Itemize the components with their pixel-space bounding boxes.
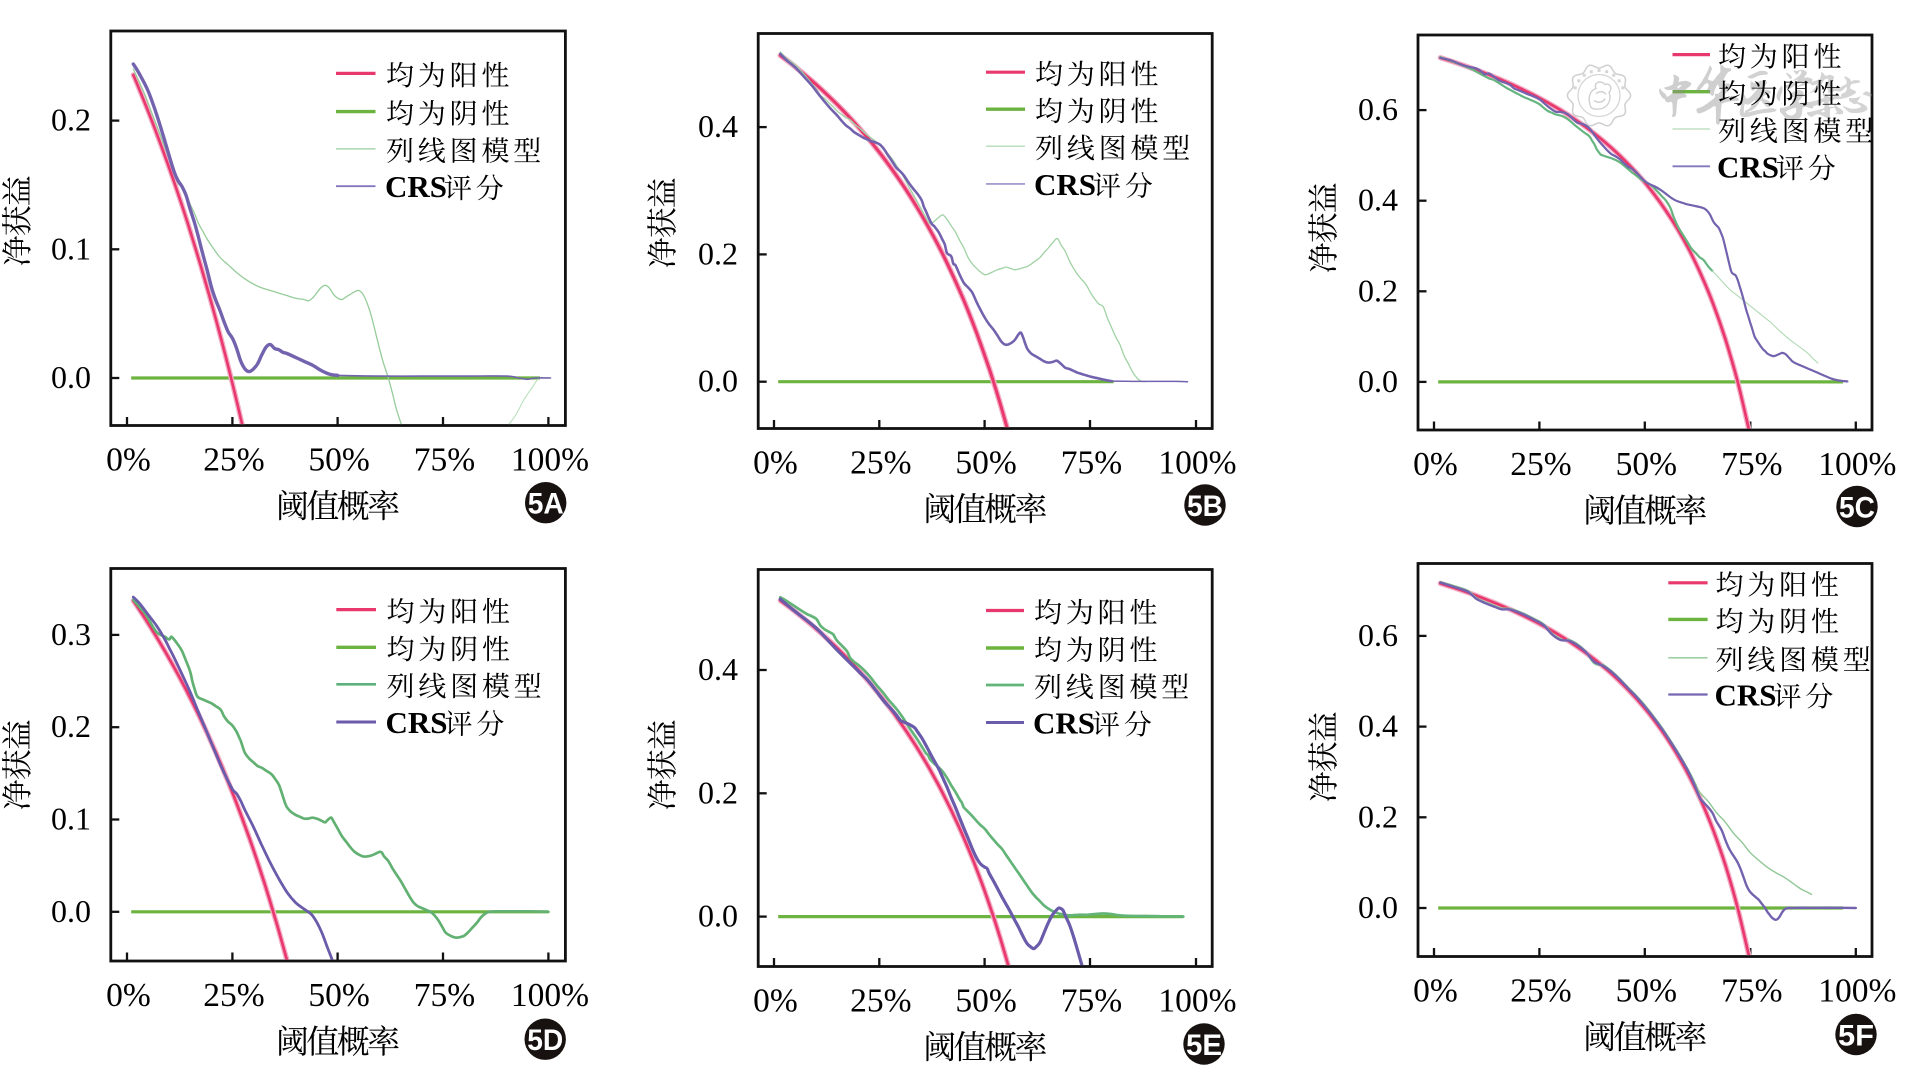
svg-text:75%: 75% bbox=[1061, 445, 1122, 482]
svg-text:5B: 5B bbox=[1187, 490, 1223, 523]
svg-text:0.3: 0.3 bbox=[51, 616, 91, 652]
svg-text:0.1: 0.1 bbox=[51, 230, 91, 266]
svg-text:0%: 0% bbox=[753, 445, 798, 482]
svg-text:100%: 100% bbox=[511, 977, 589, 1014]
svg-text:5C: 5C bbox=[1839, 492, 1875, 525]
svg-text:75%: 75% bbox=[1721, 973, 1782, 1010]
svg-text:0.1: 0.1 bbox=[51, 801, 91, 837]
svg-text:25%: 25% bbox=[1510, 973, 1571, 1010]
svg-text:0.4: 0.4 bbox=[1358, 708, 1398, 744]
svg-text:100%: 100% bbox=[1158, 445, 1236, 482]
svg-text:50%: 50% bbox=[1616, 973, 1677, 1010]
svg-text:100%: 100% bbox=[1818, 973, 1896, 1010]
svg-text:0.2: 0.2 bbox=[51, 102, 91, 138]
svg-text:0.0: 0.0 bbox=[51, 893, 91, 929]
svg-text:50%: 50% bbox=[308, 977, 369, 1014]
svg-text:CRS: CRS bbox=[386, 705, 448, 740]
svg-text:50%: 50% bbox=[1616, 446, 1677, 483]
svg-text:5A: 5A bbox=[528, 488, 564, 521]
svg-text:5E: 5E bbox=[1186, 1029, 1222, 1062]
svg-text:0.2: 0.2 bbox=[1358, 272, 1398, 308]
svg-text:25%: 25% bbox=[850, 445, 911, 482]
svg-text:0.0: 0.0 bbox=[1358, 363, 1398, 399]
svg-text:100%: 100% bbox=[511, 442, 589, 479]
svg-text:50%: 50% bbox=[955, 445, 1016, 482]
svg-text:5D: 5D bbox=[527, 1024, 563, 1057]
svg-text:CRS: CRS bbox=[1715, 678, 1777, 713]
svg-text:0%: 0% bbox=[1413, 446, 1458, 483]
svg-text:0.4: 0.4 bbox=[698, 108, 738, 144]
svg-text:100%: 100% bbox=[1818, 446, 1896, 483]
svg-text:75%: 75% bbox=[414, 442, 475, 479]
svg-text:0.2: 0.2 bbox=[698, 774, 738, 810]
svg-text:CRS: CRS bbox=[1034, 167, 1096, 202]
svg-text:CRS: CRS bbox=[1717, 149, 1779, 184]
svg-text:0.4: 0.4 bbox=[698, 651, 738, 687]
svg-text:50%: 50% bbox=[308, 442, 369, 479]
svg-text:0.0: 0.0 bbox=[698, 363, 738, 399]
svg-text:0.2: 0.2 bbox=[1358, 798, 1398, 834]
svg-text:25%: 25% bbox=[1510, 446, 1571, 483]
svg-text:0%: 0% bbox=[1413, 973, 1458, 1010]
svg-text:0%: 0% bbox=[106, 442, 151, 479]
svg-text:5F: 5F bbox=[1838, 1020, 1874, 1053]
svg-text:0.0: 0.0 bbox=[1358, 889, 1398, 925]
svg-text:25%: 25% bbox=[203, 442, 264, 479]
svg-text:0.4: 0.4 bbox=[1358, 182, 1398, 218]
svg-text:0%: 0% bbox=[106, 977, 151, 1014]
svg-text:CRS: CRS bbox=[1033, 706, 1095, 741]
svg-text:25%: 25% bbox=[850, 983, 911, 1020]
svg-text:0.2: 0.2 bbox=[51, 708, 91, 744]
svg-text:0.6: 0.6 bbox=[1358, 91, 1398, 127]
svg-text:75%: 75% bbox=[414, 977, 475, 1014]
svg-text:75%: 75% bbox=[1061, 983, 1122, 1020]
svg-text:50%: 50% bbox=[955, 983, 1016, 1020]
svg-text:0.0: 0.0 bbox=[51, 359, 91, 395]
svg-text:0%: 0% bbox=[753, 983, 798, 1020]
svg-text:75%: 75% bbox=[1721, 446, 1782, 483]
svg-text:100%: 100% bbox=[1158, 983, 1236, 1020]
svg-text:25%: 25% bbox=[203, 977, 264, 1014]
svg-text:0.6: 0.6 bbox=[1358, 617, 1398, 653]
svg-text:CRS: CRS bbox=[385, 169, 447, 204]
svg-text:0.2: 0.2 bbox=[698, 235, 738, 271]
svg-text:0.0: 0.0 bbox=[698, 898, 738, 934]
